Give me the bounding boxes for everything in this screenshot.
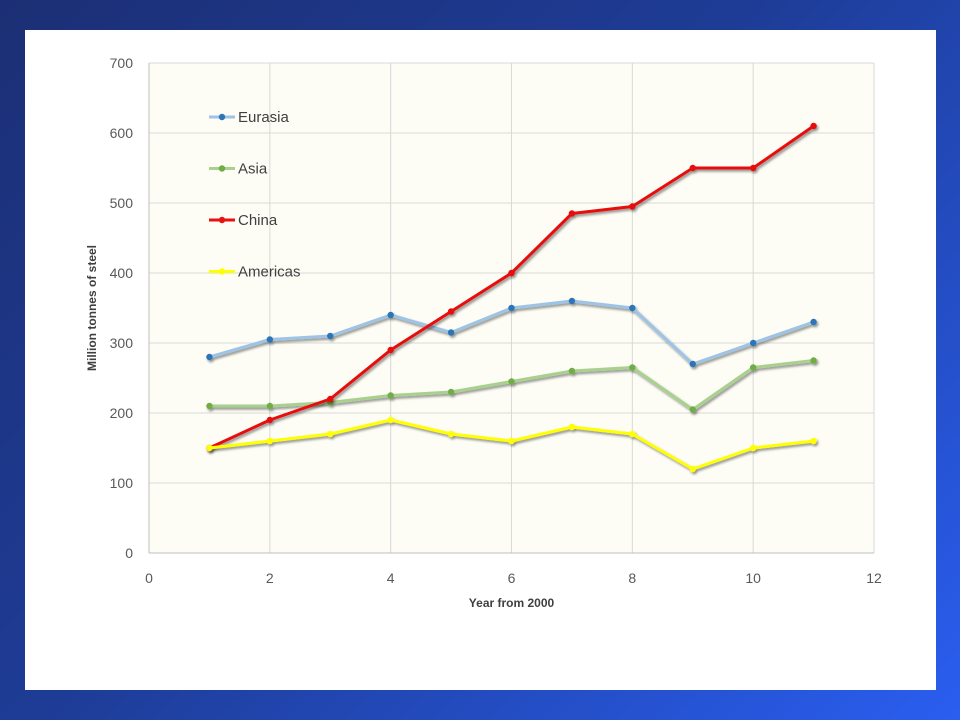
data-point-americas xyxy=(447,430,455,438)
data-point-americas xyxy=(266,437,274,445)
data-point-americas xyxy=(508,437,515,445)
data-point-americas xyxy=(568,423,576,431)
slide-panel: 0 100 200 300 400 500 600 700 0 2 4 6 8 10 12 Eurasia A… xyxy=(25,30,936,690)
data-point-eurasia xyxy=(206,353,213,361)
legend-label: Americas xyxy=(238,264,301,281)
legend-label: China xyxy=(238,212,278,229)
data-point-china xyxy=(447,308,455,315)
legend-item-asia: Asia xyxy=(209,161,268,178)
data-point-asia xyxy=(749,364,757,371)
axes: 0 100 200 300 400 500 600 700 0 2 4 6 8 10 12 xyxy=(110,55,882,586)
data-point-china xyxy=(689,164,696,172)
data-point-china xyxy=(266,416,274,424)
y-tick-label: 100 xyxy=(110,475,134,491)
data-point-americas xyxy=(629,430,636,438)
data-point-eurasia xyxy=(447,329,455,336)
legend-label: Asia xyxy=(238,161,268,178)
series-americas xyxy=(206,416,817,473)
legend-marker xyxy=(218,113,226,121)
y-tick-label: 0 xyxy=(125,545,133,561)
data-point-asia xyxy=(568,367,576,375)
series-group xyxy=(206,122,817,473)
legend-marker xyxy=(218,165,226,172)
data-point-eurasia xyxy=(629,304,636,312)
y-tick-label: 500 xyxy=(110,195,134,211)
data-point-asia xyxy=(629,364,636,371)
legend-item-eurasia: Eurasia xyxy=(209,109,290,126)
x-tick-label: 2 xyxy=(266,570,274,586)
data-point-americas xyxy=(206,444,213,452)
data-point-eurasia xyxy=(568,297,576,305)
x-tick-label: 4 xyxy=(387,570,395,586)
data-point-asia xyxy=(447,388,455,396)
legend-label: Eurasia xyxy=(238,109,290,126)
data-point-eurasia xyxy=(266,336,274,343)
x-tick-label: 8 xyxy=(628,570,636,586)
data-point-china xyxy=(568,210,576,217)
data-point-americas xyxy=(810,437,817,445)
data-point-eurasia xyxy=(508,304,515,312)
data-point-americas xyxy=(689,465,696,473)
data-point-eurasia xyxy=(387,311,394,319)
line-chart: 0 100 200 300 400 500 600 700 0 2 4 6 8 10 12 Eurasia A… xyxy=(85,55,882,610)
data-point-asia xyxy=(689,406,696,413)
y-tick-label: 600 xyxy=(110,125,134,141)
y-axis-title: Million tonnes of steel xyxy=(85,245,99,371)
data-point-china xyxy=(749,164,757,172)
x-tick-label: 6 xyxy=(508,570,516,586)
x-tick-label: 0 xyxy=(145,570,153,586)
data-point-china xyxy=(327,395,334,403)
y-tick-label: 200 xyxy=(110,405,134,421)
data-point-china xyxy=(810,122,817,130)
data-point-asia xyxy=(508,378,515,385)
data-point-asia xyxy=(266,402,274,410)
data-point-asia xyxy=(387,392,394,399)
data-point-americas xyxy=(387,416,394,424)
data-point-eurasia xyxy=(327,332,334,340)
data-point-americas xyxy=(749,444,757,452)
legend-marker xyxy=(218,216,226,224)
legend: Eurasia Asia China Americas xyxy=(209,109,301,281)
legend-marker xyxy=(218,268,226,275)
data-point-asia xyxy=(206,402,213,410)
data-point-china xyxy=(508,269,515,277)
legend-item-americas: Americas xyxy=(209,264,301,281)
data-point-china xyxy=(387,346,394,354)
data-point-eurasia xyxy=(689,360,696,368)
y-tick-label: 700 xyxy=(110,55,134,71)
legend-item-china: China xyxy=(209,212,278,229)
data-point-china xyxy=(629,203,636,210)
y-tick-label: 300 xyxy=(110,335,134,351)
data-point-eurasia xyxy=(749,339,757,347)
data-point-americas xyxy=(327,430,334,438)
series-eurasia xyxy=(206,297,817,368)
data-point-asia xyxy=(810,357,817,364)
x-axis-title: Year from 2000 xyxy=(469,596,555,610)
y-tick-label: 400 xyxy=(110,265,134,281)
x-tick-label: 12 xyxy=(866,570,882,586)
x-tick-label: 10 xyxy=(745,570,761,586)
data-point-eurasia xyxy=(810,318,817,326)
